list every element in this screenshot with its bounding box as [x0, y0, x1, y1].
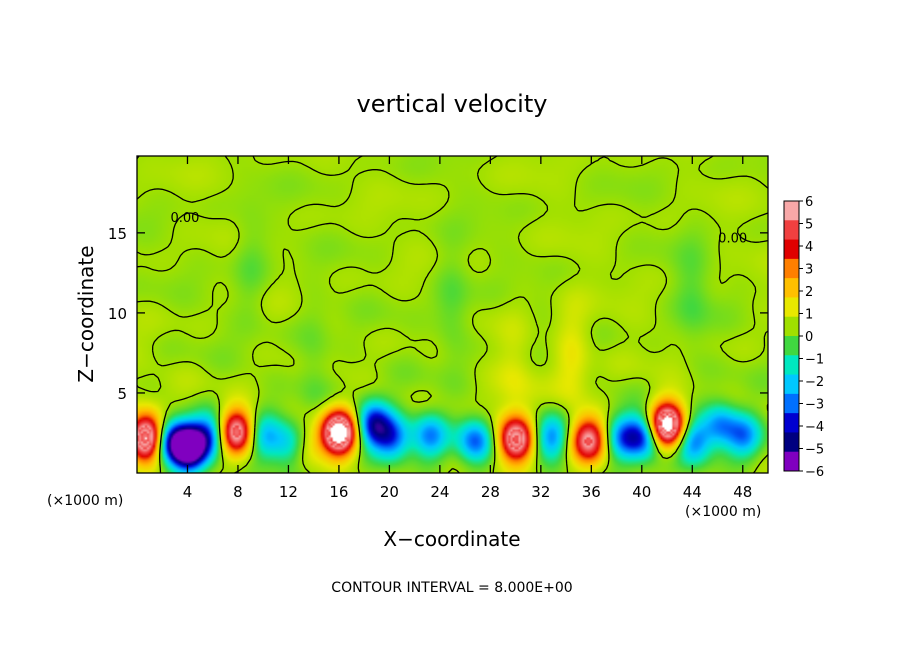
colorbar-swatch [784, 316, 799, 337]
y-axis-label: Z−coordinate [74, 245, 98, 382]
chart-title: vertical velocity [357, 90, 548, 118]
colorbar-label: 6 [805, 195, 813, 210]
contour-label: 0.00 [718, 232, 747, 247]
colorbar-label: −4 [805, 420, 824, 435]
colorbar-swatch [784, 393, 799, 414]
x-tick-label: 12 [279, 483, 298, 501]
x-unit-label: (×1000 m) [47, 493, 123, 509]
colorbar-swatch [784, 297, 799, 318]
contour-label: 0.00 [170, 211, 199, 226]
x-tick-label: 40 [632, 483, 651, 501]
colorbar-swatch [784, 278, 799, 298]
colorbar: 6 5 4 3 2 1 0 −1 −2 −3 −4 −5 −6 [783, 195, 824, 480]
x-tick-label: 8 [233, 483, 243, 501]
y-axis-ticks: 5 10 15 [108, 225, 768, 403]
x-axis-label: X−coordinate [383, 527, 520, 551]
colorbar-label: −1 [805, 353, 824, 368]
x-tick-label: 16 [329, 483, 348, 501]
colorbar-swatch [784, 413, 799, 433]
colorbar-swatch [784, 451, 799, 472]
x-tick-label: 48 [733, 483, 752, 501]
x-tick-label: 4 [183, 483, 193, 501]
colorbar-label: −5 [805, 443, 824, 458]
contour-labels: 0.00 0.00 [170, 211, 747, 247]
x-tick-label: 28 [481, 483, 500, 501]
y-tick-label: 10 [108, 305, 127, 323]
zero-contour-line [136, 155, 769, 474]
x-tick-label: 24 [430, 483, 449, 501]
colorbar-swatch [784, 355, 799, 376]
plot-frame [136, 155, 769, 474]
colorbar-label: 3 [805, 263, 813, 278]
colorbar-label: −3 [805, 398, 824, 413]
colorbar-label: −2 [805, 375, 824, 390]
y-unit-label: (×1000 m) [685, 504, 761, 520]
x-tick-label: 44 [683, 483, 702, 501]
y-tick-label: 15 [108, 225, 127, 243]
colorbar-swatch [784, 239, 799, 260]
colorbar-swatch [784, 201, 799, 221]
colorbar-swatch [784, 220, 799, 241]
colorbar-label: 1 [805, 308, 813, 323]
contour-lines [136, 155, 769, 474]
colorbar-swatch [784, 336, 799, 356]
y-tick-label: 5 [117, 385, 127, 403]
velocity-heatmap [137, 156, 768, 473]
colorbar-label: −6 [805, 465, 824, 480]
x-tick-label: 20 [380, 483, 399, 501]
colorbar-label: 4 [805, 240, 813, 255]
colorbar-label: 5 [805, 218, 813, 233]
x-tick-label: 36 [582, 483, 601, 501]
colorbar-label: 0 [805, 330, 813, 345]
contour-interval-footer: CONTOUR INTERVAL = 8.000E+00 [331, 580, 572, 596]
colorbar-swatch [784, 258, 799, 279]
x-axis-ticks: 4 8 12 16 20 24 28 32 36 40 44 48 [183, 156, 752, 501]
x-tick-label: 32 [531, 483, 550, 501]
colorbar-swatch [784, 432, 799, 453]
colorbar-label: 2 [805, 285, 813, 300]
colorbar-swatch [784, 374, 799, 395]
